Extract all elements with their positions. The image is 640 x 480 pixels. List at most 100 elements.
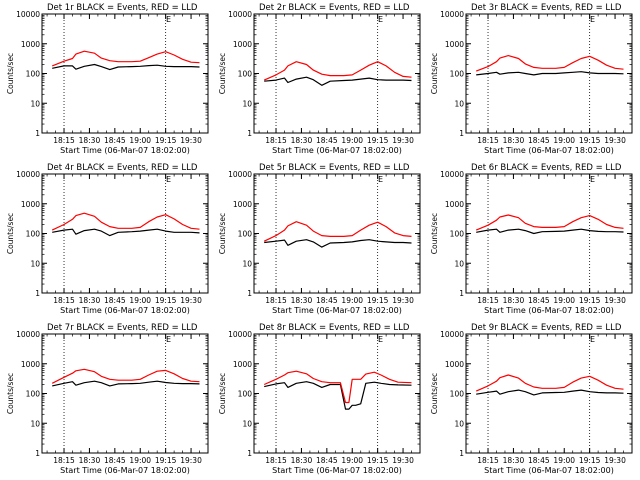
y-tick-label: 100 xyxy=(26,230,41,239)
y-axis-label: Counts/sec xyxy=(6,213,15,254)
x-tick-label: 19:00 xyxy=(129,136,151,145)
lld-series-line xyxy=(475,214,624,231)
y-tick-label: 1 xyxy=(459,289,464,298)
x-tick-label: 18:15 xyxy=(53,296,75,305)
x-tick-label: 19:30 xyxy=(604,136,626,145)
x-tick-label: 19:30 xyxy=(180,456,202,465)
x-tick-label: 18:15 xyxy=(477,296,499,305)
y-tick-label: 10000 xyxy=(16,330,40,339)
x-tick-label: 18:45 xyxy=(528,296,550,305)
x-axis-label: Start Time (06-Mar-07 18:02:00) xyxy=(60,466,190,475)
y-axis-label: Counts/sec xyxy=(218,53,227,94)
y-axis-label: Counts/sec xyxy=(218,373,227,414)
x-tick-label: 19:15 xyxy=(367,296,389,305)
plot-frame xyxy=(253,333,421,454)
lld-series-line xyxy=(263,370,412,404)
lld-series-line xyxy=(51,368,200,384)
y-tick-label: 1000 xyxy=(21,360,40,369)
x-tick-label: 19:00 xyxy=(129,296,151,305)
y-tick-label: 100 xyxy=(238,390,253,399)
events-series-line xyxy=(52,228,200,237)
corner-mark: E xyxy=(590,15,595,24)
y-tick-label: 1000 xyxy=(233,360,252,369)
x-axis-label: Start Time (06-Mar-07 18:02:00) xyxy=(272,146,402,155)
corner-mark: E xyxy=(166,15,171,24)
y-tick-label: 1000 xyxy=(21,200,40,209)
x-axis-label: Start Time (06-Mar-07 18:02:00) xyxy=(484,146,614,155)
chart-panel: Det 7r BLACK = Events, RED = LLD E 1 10 100 1… xyxy=(6,323,209,475)
y-axis-label: Counts/sec xyxy=(430,53,439,94)
y-tick-label: 1000 xyxy=(21,40,40,49)
events-series-line xyxy=(264,381,412,410)
x-tick-label: 18:15 xyxy=(53,456,75,465)
x-tick-label: 19:30 xyxy=(604,296,626,305)
chart-panel: Det 5r BLACK = Events, RED = LLD E 1 10 100 1… xyxy=(218,163,421,315)
y-tick-label: 100 xyxy=(238,230,253,239)
lld-series-line xyxy=(475,374,624,392)
y-tick-label: 100 xyxy=(26,390,41,399)
x-tick-label: 19:15 xyxy=(579,296,601,305)
x-tick-label: 18:30 xyxy=(79,296,101,305)
y-tick-label: 10000 xyxy=(228,330,252,339)
x-tick-label: 18:45 xyxy=(316,136,338,145)
y-tick-label: 10 xyxy=(454,259,464,268)
x-tick-label: 19:15 xyxy=(579,456,601,465)
x-tick-label: 19:00 xyxy=(341,296,363,305)
y-tick-label: 10 xyxy=(242,419,252,428)
x-tick-label: 18:45 xyxy=(528,456,550,465)
y-tick-label: 10000 xyxy=(440,330,464,339)
chart-panel: Det 2r BLACK = Events, RED = LLD E 1 10 100 1… xyxy=(218,3,421,155)
y-tick-label: 1 xyxy=(35,289,40,298)
x-tick-label: 19:00 xyxy=(553,456,575,465)
corner-mark: E xyxy=(166,335,171,344)
x-axis-label: Start Time (06-Mar-07 18:02:00) xyxy=(272,466,402,475)
y-tick-label: 10 xyxy=(30,419,40,428)
chart-title: Det 4r BLACK = Events, RED = LLD xyxy=(47,163,198,173)
x-tick-label: 19:30 xyxy=(392,136,414,145)
corner-mark: E xyxy=(590,335,595,344)
chart-title: Det 7r BLACK = Events, RED = LLD xyxy=(47,323,198,333)
events-series-line xyxy=(476,228,624,235)
x-tick-label: 18:30 xyxy=(291,136,313,145)
y-tick-label: 1 xyxy=(459,129,464,138)
x-tick-label: 19:15 xyxy=(155,296,177,305)
y-tick-label: 1 xyxy=(247,289,252,298)
x-tick-label: 19:30 xyxy=(392,296,414,305)
plot-frame xyxy=(41,173,209,294)
x-tick-label: 19:30 xyxy=(180,136,202,145)
x-tick-label: 18:30 xyxy=(291,456,313,465)
y-tick-label: 10000 xyxy=(16,10,40,19)
plot-frame xyxy=(41,333,209,454)
chart-panel: Det 8r BLACK = Events, RED = LLD E 1 10 100 1… xyxy=(218,323,421,475)
x-tick-label: 19:30 xyxy=(180,296,202,305)
x-axis-label: Start Time (06-Mar-07 18:02:00) xyxy=(60,146,190,155)
y-tick-label: 1 xyxy=(247,449,252,458)
chart-panel: Det 9r BLACK = Events, RED = LLD E 1 10 100 1… xyxy=(430,323,633,475)
events-series-line xyxy=(264,239,412,248)
lld-series-line xyxy=(263,221,412,242)
lld-series-line xyxy=(51,50,200,67)
chart-title: Det 5r BLACK = Events, RED = LLD xyxy=(259,163,410,173)
corner-mark: E xyxy=(378,15,383,24)
x-tick-label: 18:15 xyxy=(265,136,287,145)
x-tick-label: 19:00 xyxy=(341,136,363,145)
events-series-line xyxy=(264,76,412,86)
corner-mark: E xyxy=(378,335,383,344)
lld-series-line xyxy=(51,212,200,231)
x-tick-label: 18:30 xyxy=(79,136,101,145)
chart-title: Det 1r BLACK = Events, RED = LLD xyxy=(47,3,198,13)
chart-panel: Det 4r BLACK = Events, RED = LLD E 1 10 100 1… xyxy=(6,163,209,315)
y-axis-label: Counts/sec xyxy=(430,373,439,414)
x-tick-label: 18:45 xyxy=(104,456,126,465)
events-series-line xyxy=(52,63,200,71)
x-tick-label: 19:30 xyxy=(392,456,414,465)
lld-series-line xyxy=(263,61,412,81)
x-tick-label: 18:15 xyxy=(477,136,499,145)
y-tick-label: 100 xyxy=(450,70,465,79)
y-tick-label: 10000 xyxy=(16,170,40,179)
y-tick-label: 10 xyxy=(454,99,464,108)
y-axis-label: Counts/sec xyxy=(6,53,15,94)
chart-title: Det 8r BLACK = Events, RED = LLD xyxy=(259,323,410,333)
y-tick-label: 10 xyxy=(454,419,464,428)
